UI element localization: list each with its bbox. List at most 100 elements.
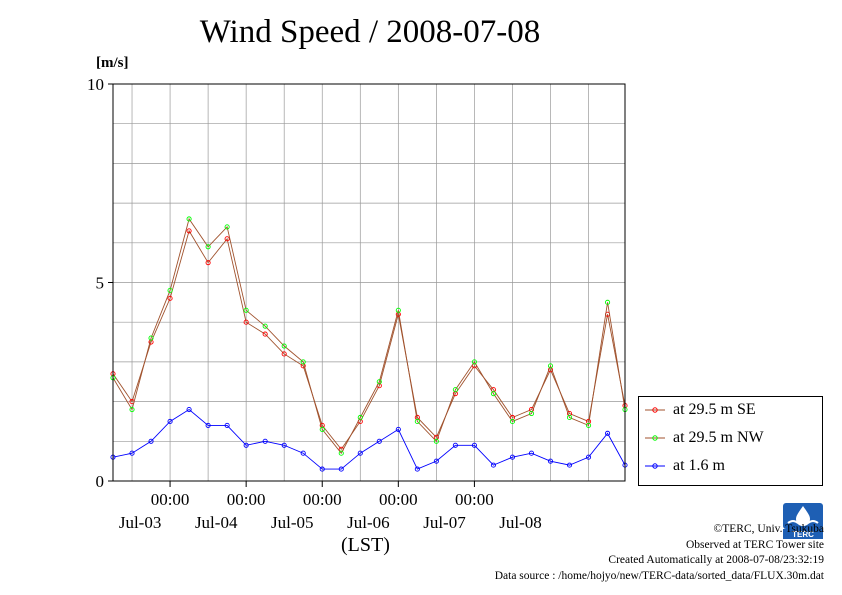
x-date-label: Jul-05 [271,513,314,532]
data-point-1 [243,307,249,313]
x-date-label: Jul-06 [347,513,390,532]
data-point-1 [433,438,439,444]
x-date-label: Jul-07 [423,513,466,532]
y-tick-label: 10 [87,75,104,94]
data-point-2 [395,426,401,432]
data-point-0 [262,331,268,337]
data-point-2 [319,466,325,472]
data-point-2 [281,442,287,448]
credits: ©TERC, Univ. Tsukuba Observed at TERC To… [495,522,824,584]
data-point-2 [167,418,173,425]
legend-item-se: at 29.5 m SE [645,401,756,423]
data-point-1 [452,387,458,393]
data-point-1 [205,244,211,250]
y-tick-label: 0 [96,472,105,491]
series-line-0 [112,229,626,450]
data-point-0 [167,295,173,301]
data-point-1 [585,422,592,428]
data-point-1 [319,426,325,432]
y-tick-label: 5 [96,274,105,293]
data-point-1 [167,287,173,293]
data-point-1 [148,335,154,341]
data-point-1 [186,216,192,222]
x-date-label: Jul-08 [499,513,542,532]
source-text: Data source : /home/hojyo/new/TERC-data/… [494,569,824,582]
legend-label-nw: at 29.5 m NW [673,429,764,447]
data-point-1 [338,450,344,456]
x-axis-label: (LST) [341,534,390,556]
data-point-2 [490,462,496,468]
data-point-1 [471,359,477,365]
data-point-1 [300,359,306,365]
data-point-2 [129,450,135,456]
legend-item-nw: at 29.5 m NW [645,429,764,451]
data-point-2 [148,438,154,444]
copyright-text: ©TERC, Univ. Tsukuba [713,523,824,535]
data-point-2 [471,442,477,448]
axes [108,83,626,487]
site-text: Observed at TERC Tower site [685,538,824,551]
data-point-0 [281,351,287,357]
data-point-1 [547,363,554,369]
data-point-2 [243,442,249,448]
data-point-2 [414,466,420,472]
data-point-1 [509,418,516,425]
data-point-1 [281,343,287,349]
data-point-2 [205,422,211,428]
data-point-0 [186,228,192,234]
data-point-2 [509,454,516,460]
data-point-1 [528,410,535,417]
data-point-2 [262,438,268,444]
data-point-2 [547,458,554,464]
chart-title: Wind Speed / 2008-07-08 [199,14,541,50]
legend-marker-se [645,407,665,414]
data-point-1 [395,307,401,313]
data-point-1 [414,418,420,425]
data-point-1 [605,299,611,305]
data-point-2 [376,438,382,444]
data-point-2 [224,422,230,428]
data-point-0 [224,236,230,242]
x-time-label: 00:00 [379,490,418,509]
x-time-label: 00:00 [227,490,266,509]
data-point-0 [205,260,211,266]
data-point-1 [224,224,230,230]
data-point-2 [605,430,611,436]
data-point-2 [585,454,592,460]
data-point-1 [357,414,363,421]
data-point-2 [338,466,344,472]
x-time-label: 00:00 [303,490,342,509]
data-point-2 [357,450,363,456]
data-point-2 [528,450,535,456]
grid [113,84,625,481]
data-point-1 [566,414,573,421]
data-point-2 [300,450,306,456]
x-date-label: Jul-03 [119,513,162,532]
legend-marker-nw [645,435,665,442]
x-time-label: 00:00 [151,490,190,509]
terc-logo-icon: TERC [783,503,823,539]
data-point-1 [262,323,268,329]
legend-item-ground: at 1.6 m [645,457,725,479]
y-axis-unit: [m/s] [96,55,129,71]
x-date-label: Jul-04 [195,513,238,532]
data-point-2 [452,442,458,448]
data-point-2 [566,462,573,468]
legend-label-ground: at 1.6 m [673,457,725,475]
series-line-2 [112,408,626,470]
data-point-1 [490,391,496,397]
legend-marker-ground [645,463,665,470]
data-point-2 [433,458,439,464]
data-point-2 [186,406,192,413]
data-point-1 [376,379,382,385]
legend-label-se: at 29.5 m SE [673,401,756,419]
data-point-1 [129,406,135,413]
x-time-label: 00:00 [455,490,494,509]
series-layer [110,216,628,472]
logo-text: TERC [792,530,814,539]
tick-labels: 0 5 10 00:00 00:00 00:00 00:00 00:00 Jul-03 Jul-0… [87,75,542,532]
series-line-1 [112,217,626,455]
created-text: Created Automatically at 2008-07-08/23:3… [608,554,824,566]
legend: at 29.5 m SE at 29.5 m NW at 1.6 m [638,396,823,486]
